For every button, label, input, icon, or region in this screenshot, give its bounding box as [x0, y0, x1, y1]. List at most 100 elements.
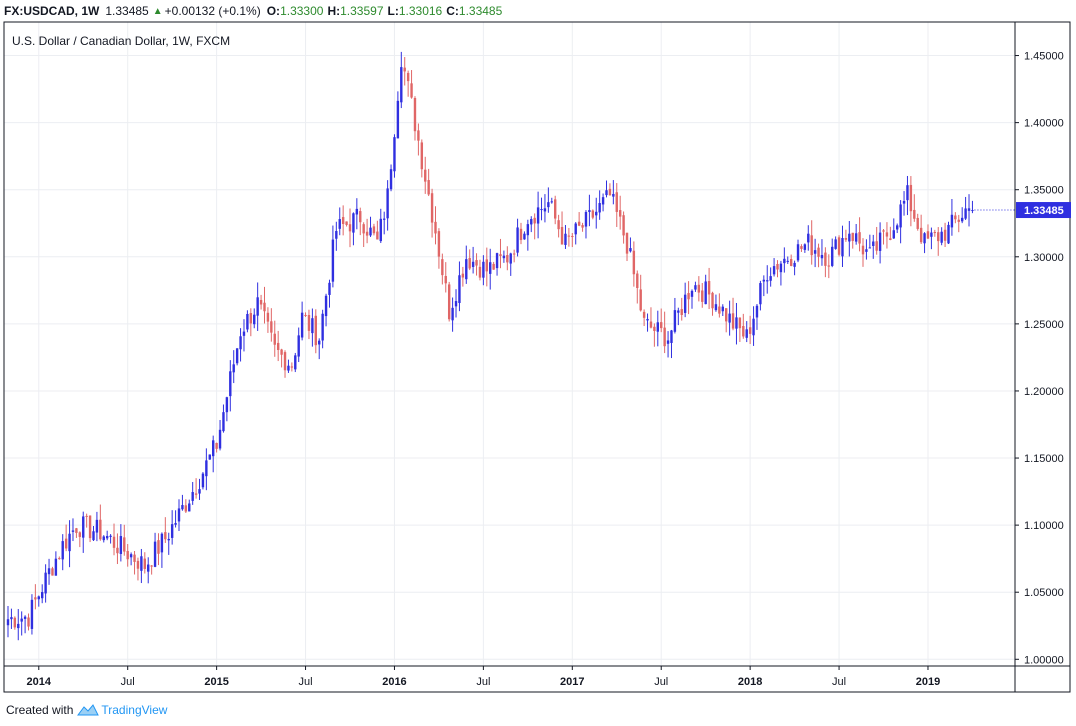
- candle-body: [882, 230, 885, 232]
- candle-body: [769, 276, 772, 281]
- candle-body: [58, 558, 61, 560]
- candle-body: [304, 314, 307, 316]
- candle-body: [468, 258, 471, 269]
- candle-body: [64, 538, 68, 549]
- candle-body: [393, 137, 396, 172]
- candle-body: [820, 254, 824, 259]
- candle-body: [249, 313, 253, 324]
- candle-body: [82, 516, 85, 538]
- candle-body: [796, 244, 800, 261]
- candle-body: [71, 530, 75, 532]
- last-price-tag: 1.33485: [974, 202, 1071, 219]
- candle-body: [622, 215, 625, 236]
- candle-body: [625, 232, 629, 254]
- candle-body: [102, 536, 105, 541]
- candle-body: [465, 259, 468, 280]
- candle-body: [762, 279, 766, 282]
- candle-body: [923, 233, 926, 244]
- candle-body: [509, 253, 512, 264]
- candle-body: [885, 232, 889, 237]
- candle-body: [119, 536, 123, 554]
- candle-body: [656, 322, 659, 332]
- candle-body: [591, 210, 595, 218]
- candle-body: [752, 318, 755, 336]
- candle-body: [789, 259, 793, 266]
- candle-body: [229, 371, 232, 397]
- candle-body: [232, 364, 235, 373]
- candle-body: [502, 255, 506, 259]
- candle-body: [140, 556, 143, 571]
- candle-body: [376, 231, 379, 240]
- candle-body: [683, 294, 687, 313]
- candle-body: [673, 310, 677, 332]
- candle-body: [595, 211, 598, 216]
- candle-body: [191, 492, 194, 501]
- tradingview-link[interactable]: TradingView: [101, 703, 168, 717]
- candle-body: [841, 238, 844, 257]
- candle-body: [44, 572, 47, 594]
- candle-body: [711, 292, 714, 309]
- candle-body: [721, 306, 724, 312]
- candle-body: [143, 558, 146, 569]
- candle-body: [677, 310, 680, 313]
- candle-body: [574, 223, 577, 235]
- candle-body: [875, 241, 878, 251]
- last-price: 1.33485: [105, 4, 149, 18]
- candle-body: [365, 231, 369, 236]
- candle-body: [636, 273, 639, 288]
- candle-body: [707, 281, 711, 295]
- candle-body: [649, 321, 653, 328]
- x-tick-label: Jul: [299, 676, 313, 688]
- candle-body: [150, 565, 153, 567]
- candle-body: [239, 336, 242, 350]
- candle-body: [772, 266, 776, 275]
- candle-body: [783, 258, 786, 264]
- candle-body: [294, 355, 297, 370]
- candle-body: [400, 67, 403, 103]
- candle-body: [34, 597, 37, 600]
- last-price-tag-bg: [1016, 202, 1071, 219]
- candle-body: [653, 326, 656, 331]
- candle-body: [164, 532, 167, 540]
- candle-body: [947, 224, 950, 244]
- candle-body: [896, 225, 899, 230]
- candle-body: [471, 261, 475, 267]
- tradingview-logo-icon[interactable]: [77, 703, 100, 717]
- candle-body: [571, 236, 574, 238]
- symbol-label: FX:USDCAD, 1W: [4, 4, 100, 18]
- candle-body: [889, 238, 892, 240]
- candle-body: [776, 263, 779, 270]
- y-tick-label: 1.30000: [1024, 252, 1064, 264]
- candle-body: [177, 508, 181, 522]
- candle-body: [803, 244, 807, 250]
- candle-body: [844, 238, 848, 240]
- last-price-tag-label: 1.33485: [1024, 205, 1064, 217]
- chart-title: U.S. Dollar / Canadian Dollar, 1W, FXCM: [12, 34, 230, 48]
- candle-body: [338, 219, 341, 229]
- candle-body: [41, 592, 44, 599]
- candle-body: [99, 519, 102, 540]
- candle-body: [779, 263, 783, 273]
- candle-body: [20, 618, 23, 622]
- y-tick-label: 1.05000: [1024, 587, 1064, 599]
- candle-body: [126, 550, 129, 560]
- footer-prefix: Created with: [6, 703, 74, 717]
- candle-body: [437, 231, 441, 257]
- y-tick-label: 1.40000: [1024, 118, 1064, 130]
- candle-body: [222, 412, 225, 432]
- candle-body: [666, 340, 670, 344]
- candle-body: [403, 67, 406, 72]
- candle-body: [362, 224, 365, 234]
- candle-body: [212, 440, 215, 457]
- candle-body: [499, 254, 502, 257]
- candle-body: [478, 266, 482, 278]
- candle-body: [427, 180, 430, 195]
- candle-body: [868, 247, 872, 249]
- candle-body: [6, 619, 10, 626]
- candle-body: [321, 313, 324, 341]
- candle-body: [854, 233, 858, 242]
- x-tick-label: 2016: [382, 676, 406, 688]
- candle-body: [940, 231, 943, 243]
- candle-body: [632, 250, 636, 275]
